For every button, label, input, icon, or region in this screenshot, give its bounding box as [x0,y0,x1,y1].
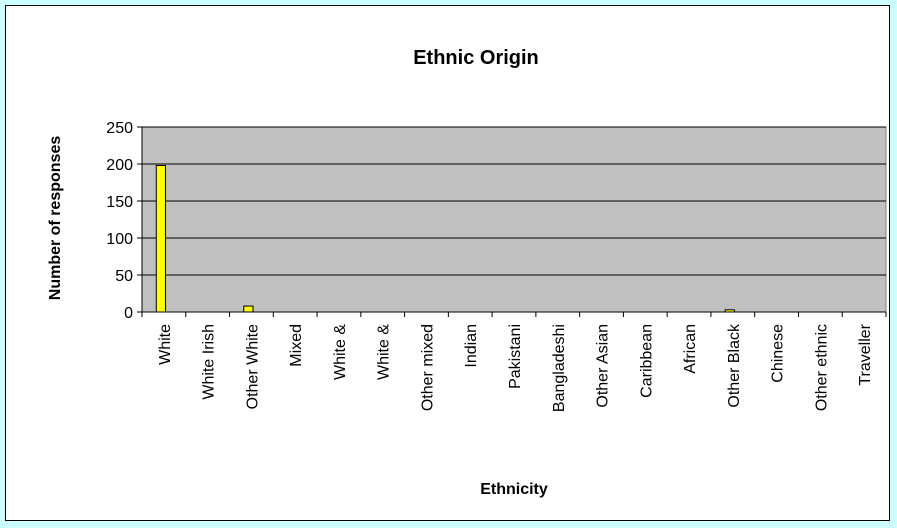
x-tick-label: White [157,324,174,365]
plot-background [141,126,887,313]
x-tick-label: Traveller [857,323,874,385]
x-tick-label: Mixed [288,324,305,367]
x-tick-label: White & [376,324,393,380]
x-tick-label: Caribbean [638,324,655,398]
x-tick-label: Other White [244,324,261,409]
chart-title: Ethnic Origin [413,47,539,69]
x-tick-label: African [682,324,699,374]
x-tick-label: Other Asian [595,324,612,408]
x-tick-label: Chinese [770,324,787,383]
bar-chart: Ethnic Origin 0 50 100 150 200 250 White White … [47,47,887,498]
y-tick-label: 150 [106,194,133,211]
chart-frame: Ethnic Origin 0 50 100 150 200 250 White White … [5,5,890,521]
y-tick-label: 200 [106,157,133,174]
y-axis-label: Number of responses [47,136,64,301]
x-tick-label: Other mixed [419,324,436,411]
x-tick-label: Bangladeshi [551,324,568,412]
y-tick-label: 250 [106,120,133,137]
x-tick-label: Indian [463,324,480,368]
bar [155,164,166,313]
y-tick-label: 50 [115,268,133,285]
bar [243,305,254,313]
x-tick-label: White Irish [201,324,218,400]
x-tick-label: Other ethnic [813,324,830,411]
x-tick-label: White & [332,324,349,380]
y-tick-label: 0 [124,305,133,322]
x-tick-label: Pakistani [507,324,524,389]
y-tick-label: 100 [106,231,133,248]
plot-area: 0 50 100 150 200 250 White White Irish Other Whi… [106,120,887,412]
x-tick-label: Other Black [726,323,743,408]
bar [724,309,735,313]
x-axis-label: Ethnicity [480,481,548,498]
